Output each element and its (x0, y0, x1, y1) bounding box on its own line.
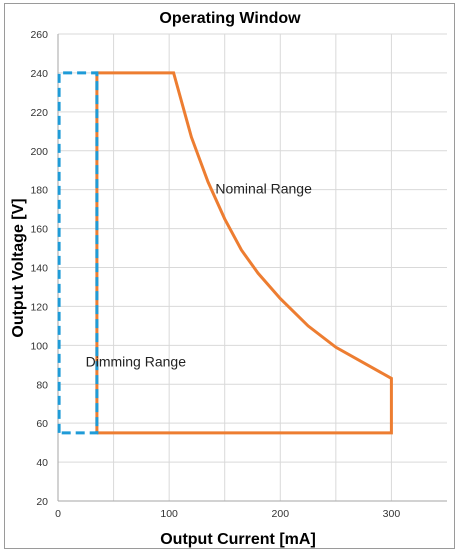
series-layer (57, 71, 393, 435)
y-tick-label: 100 (30, 340, 48, 352)
y-axis-title: Output Voltage [V] (10, 198, 27, 337)
y-tick-label: 140 (30, 263, 48, 275)
y-tick-label: 180 (30, 185, 48, 197)
nominal-range-label: Nominal Range (215, 181, 312, 197)
y-tick-label: 80 (36, 379, 48, 391)
annotations-layer: Nominal Range Dimming Range (86, 181, 312, 370)
y-tick-label: 260 (30, 29, 48, 41)
y-tick-label: 120 (30, 301, 48, 313)
dimming-range-label: Dimming Range (86, 354, 187, 370)
y-tick-label: 240 (30, 68, 48, 80)
y-tick-label: 60 (36, 418, 48, 430)
y-tick-label: 20 (36, 496, 48, 508)
x-tick-label: 300 (383, 508, 401, 520)
nominal-range-line (95, 71, 393, 435)
x-tick-label: 100 (160, 508, 178, 520)
y-tick-label: 200 (30, 146, 48, 158)
dimming-range-line (57, 71, 99, 435)
x-tick-label: 200 (272, 508, 290, 520)
y-tick-label: 220 (30, 107, 48, 119)
y-tick-label: 40 (36, 457, 48, 469)
chart-frame (4, 3, 455, 549)
x-tick-label: 0 (55, 508, 61, 520)
y-tick-label: 160 (30, 224, 48, 236)
ticks-layer: 20 40 60 80 100 120 140 160 180 200 220 240 260 0 100 2… (30, 29, 400, 520)
x-axis-title: Output Current [mA] (160, 531, 316, 548)
chart-title: Operating Window (159, 10, 301, 27)
